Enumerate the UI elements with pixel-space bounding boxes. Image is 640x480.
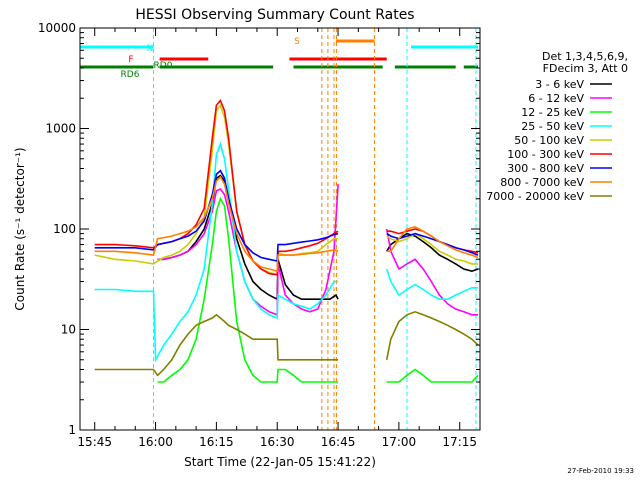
legend-header-line: FDecim 3, Att 0 [543, 62, 628, 75]
x-axis-label: Start Time (22-Jan-05 15:41:22) [184, 455, 376, 469]
series-line [385, 268, 478, 301]
series-line [386, 232, 478, 265]
x-tick-label: 16:00 [138, 435, 173, 449]
flag-label-f: F [128, 55, 133, 65]
footer-date: 27-Feb-2010 19:33 [567, 467, 634, 475]
series-line [386, 226, 479, 259]
x-tick-label: 15:45 [77, 435, 112, 449]
series-line [385, 310, 479, 360]
series-line [157, 196, 339, 383]
flag-label-rd6: RD6 [121, 70, 140, 80]
series-line [386, 368, 479, 383]
legend-label: 7000 - 20000 keV [486, 190, 584, 203]
legend-label: 800 - 7000 keV [500, 176, 584, 189]
y-tick-label: 10 [61, 323, 76, 337]
legend-label: 12 - 25 keV [521, 106, 584, 119]
legend-label: 50 - 100 keV [514, 134, 584, 147]
legend: Det 1,3,4,5,6,9,FDecim 3, Att 0 3 - 6 keV… [486, 50, 628, 203]
chart-title: HESSI Observing Summary Count Rates [135, 7, 414, 23]
y-axis-label: Count Rate (s⁻¹ detector⁻¹) [13, 147, 27, 310]
x-tick-label: 16:45 [321, 435, 356, 449]
legend-label: 3 - 6 keV [535, 78, 584, 91]
series-line [94, 98, 339, 276]
axes-group: 1 10 100 1000 10000 15:45 16:00 16:15 16:30 16:45… [38, 21, 481, 449]
x-tick-label: 17:15 [442, 435, 477, 449]
series-line [94, 313, 339, 377]
legend-label: 25 - 50 keV [521, 120, 584, 133]
x-tick-label: 17:00 [382, 435, 417, 449]
y-tick-label: 100 [53, 222, 76, 236]
legend-header-line: Det 1,3,4,5,6,9, [542, 50, 628, 63]
series-line [94, 169, 339, 262]
flag-label-n: N [147, 44, 154, 54]
y-tick-label: 1000 [45, 122, 76, 136]
legend-label: 300 - 800 keV [507, 162, 584, 175]
flags-group: NFRD0SRD6 [80, 37, 478, 80]
series-line [385, 228, 478, 316]
legend-label: 6 - 12 keV [528, 92, 584, 105]
y-tick-label: 1 [68, 423, 76, 437]
legend-label: 100 - 300 keV [507, 148, 584, 161]
series-line [94, 175, 339, 273]
series-line [94, 141, 339, 363]
y-tick-label: 10000 [38, 21, 76, 35]
flag-label-s: S [294, 37, 300, 47]
x-tick-label: 16:30 [260, 435, 295, 449]
vline-group [153, 28, 477, 430]
series-group [94, 98, 479, 383]
x-tick-label: 16:15 [199, 435, 234, 449]
